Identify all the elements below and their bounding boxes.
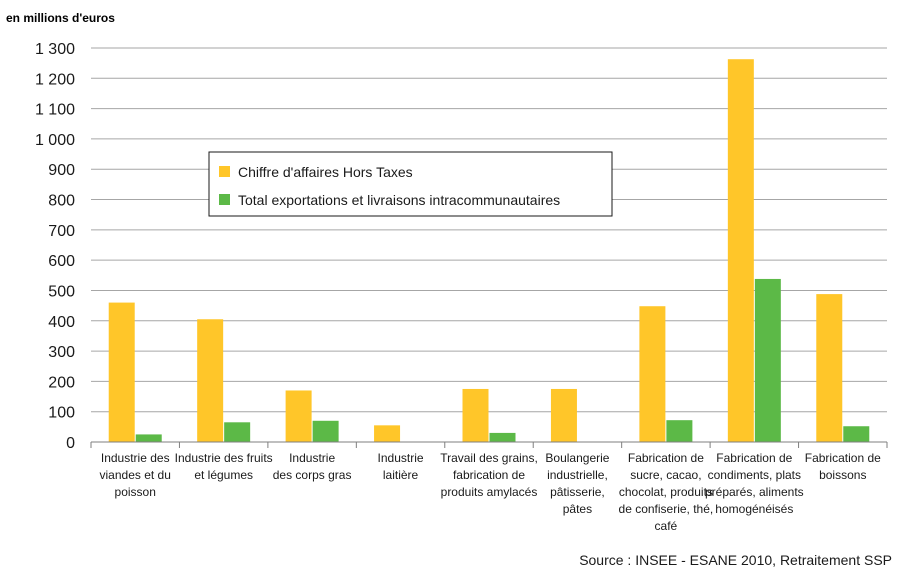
category-labels: Industrie des viandes et du poissonIndustr… (100, 451, 882, 533)
gridlines (91, 47, 887, 413)
y-tick-label: 1 300 (35, 41, 75, 58)
y-tick-label: 800 (48, 193, 75, 210)
y-tick-label: 500 (48, 283, 75, 300)
bar-chiffre-affaires (639, 306, 666, 442)
category-label: Industrie laitière (378, 451, 424, 482)
bar-chiffre-affaires (727, 59, 754, 443)
y-tick-label: 200 (48, 374, 75, 391)
category-label: Fabrication de condiments, plats préparés,… (705, 451, 804, 516)
category-label: Fabrication de sucre, cacao, chocolat, pro… (619, 451, 714, 533)
y-axis-unit-label: en millions d'euros (6, 11, 115, 25)
bar-chiffre-affaires (108, 302, 135, 442)
y-tick-label: 700 (48, 223, 75, 240)
legend-entry: Total exportations et livraisons intraco… (238, 192, 560, 208)
y-tick-label: 900 (48, 162, 75, 179)
bars (108, 59, 870, 443)
legend-box (208, 151, 613, 217)
bar-exportations (224, 422, 251, 442)
bar-exportations (666, 420, 693, 442)
bar-chiffre-affaires (816, 294, 843, 442)
y-tick-label: 300 (48, 344, 75, 361)
source-note: Source : INSEE - ESANE 2010, Retraitemen… (579, 552, 892, 568)
y-tick-label: 0 (66, 435, 75, 452)
legend-swatch (219, 166, 230, 177)
legend: Chiffre d'affaires Hors Taxes Total expor… (208, 151, 613, 217)
bar-chiffre-affaires (285, 390, 312, 442)
x-axis (90, 441, 888, 448)
y-axis-ticks: 0 100 200 300 400 500 600 700 800 900 1 000 1 100 1 … (35, 41, 75, 452)
category-label: Industrie des corps gras (273, 451, 352, 482)
bar-chiffre-affaires (374, 425, 401, 442)
bar-chiffre-affaires (197, 319, 224, 442)
category-label: Travail des grains, fabrication de produit… (440, 451, 538, 499)
bar-exportations (843, 426, 870, 442)
y-tick-label: 1 100 (35, 102, 75, 119)
category-label: Boulangerie industrielle, pâtisserie, pâtes (545, 451, 609, 516)
bar-exportations (312, 420, 339, 442)
y-tick-label: 1 000 (35, 132, 75, 149)
category-label: Industrie des fruits et légumes (175, 451, 273, 482)
y-tick-label: 600 (48, 253, 75, 270)
category-label: Fabrication de boissons (805, 451, 881, 482)
bar-exportations (489, 432, 516, 442)
bar-exportations (754, 278, 781, 442)
y-tick-label: 400 (48, 314, 75, 331)
legend-entry: Chiffre d'affaires Hors Taxes (238, 164, 413, 180)
bar-chiffre-affaires (462, 388, 489, 442)
y-tick-label: 100 (48, 405, 75, 422)
legend-swatch (219, 194, 230, 205)
category-label: Industrie des viandes et du poisson (100, 451, 171, 499)
bar-exportations (135, 434, 162, 442)
y-tick-label: 1 200 (35, 71, 75, 88)
bar-chiffre-affaires (550, 388, 577, 442)
